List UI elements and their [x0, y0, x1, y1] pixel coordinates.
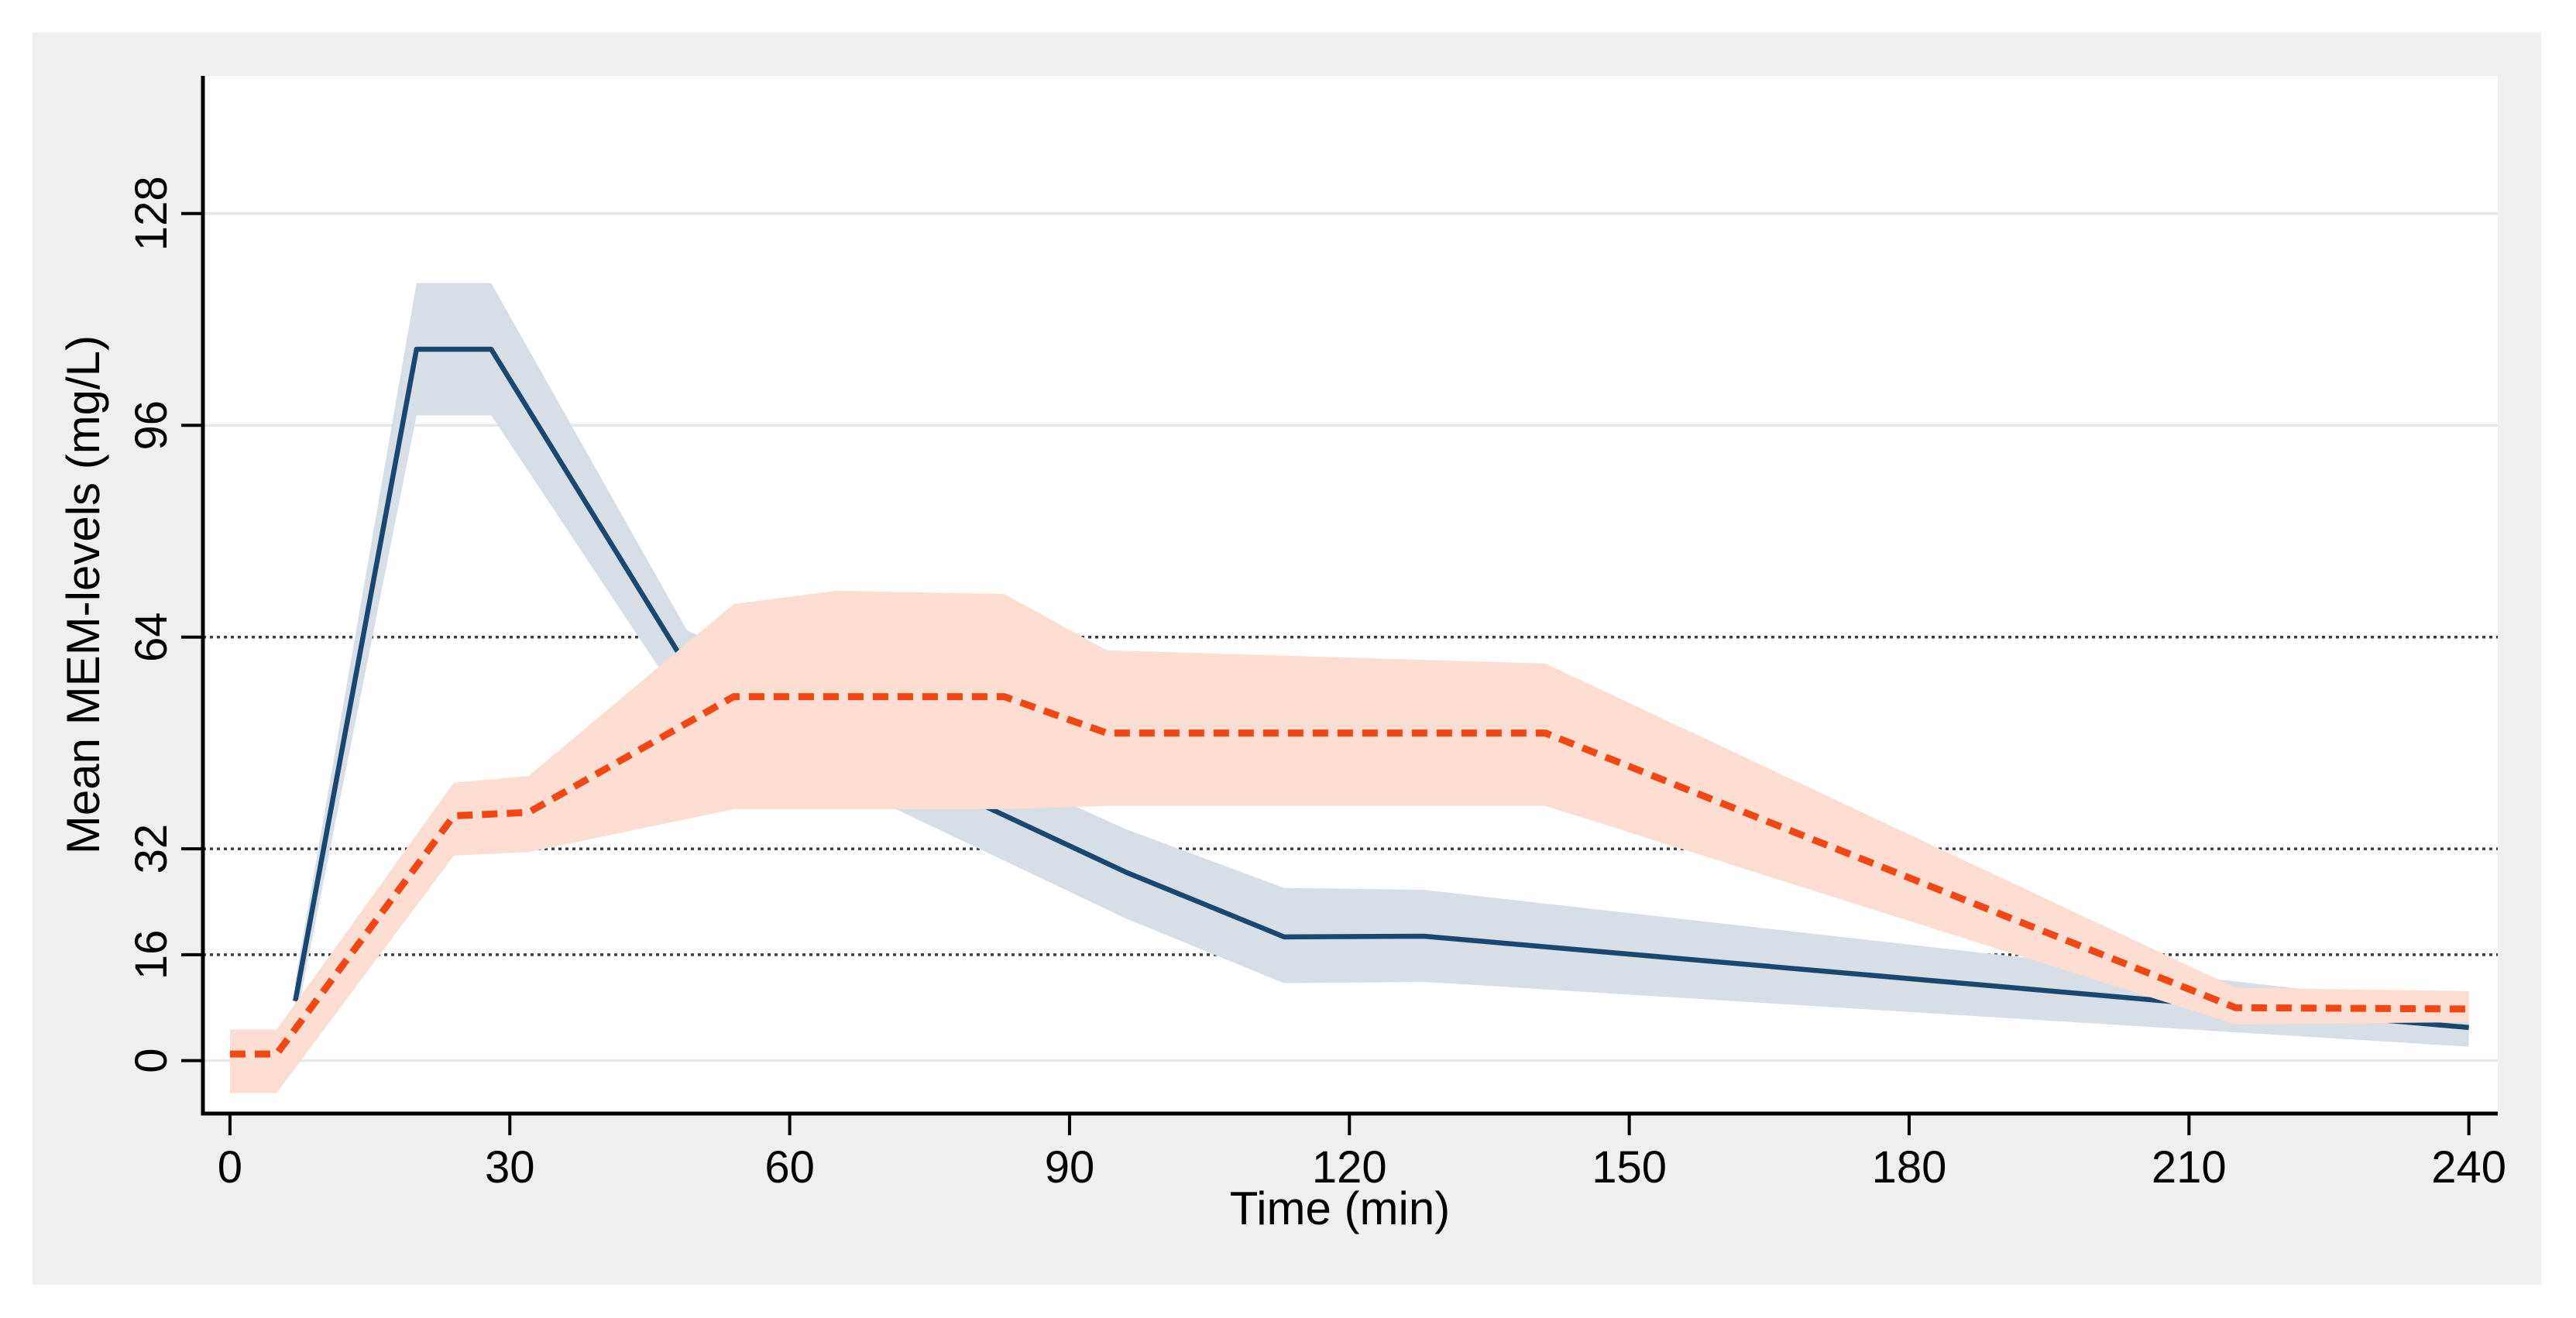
y-tick-label-0: 0	[126, 1048, 177, 1073]
x-tick-label-210: 210	[2152, 1142, 2227, 1193]
y-tick-label-64: 64	[126, 612, 177, 662]
x-tick-label-60: 60	[764, 1142, 815, 1193]
x-tick-label-90: 90	[1045, 1142, 1095, 1193]
x-tick-label-120: 120	[1312, 1142, 1387, 1193]
x-tick-label-30: 30	[485, 1142, 535, 1193]
orange-dashed-line-with-ci-ci-band	[229, 590, 2469, 1093]
y-tick-label-16: 16	[126, 930, 177, 980]
y-tick-label-128: 128	[126, 176, 177, 251]
x-tick-label-180: 180	[1872, 1142, 1947, 1193]
y-tick-label-96: 96	[126, 400, 177, 451]
x-tick-label-240: 240	[2431, 1142, 2506, 1193]
x-tick-label-0: 0	[218, 1142, 242, 1193]
y-axis-title: Mean MEM-levels (mg/L)	[57, 335, 109, 854]
axis-lines	[201, 76, 2498, 1116]
x-tick-label-150: 150	[1592, 1142, 1667, 1193]
y-tick-label-32: 32	[126, 824, 177, 874]
orange-dashed-line-with-ci	[229, 693, 2469, 1058]
x-axis-title: Time (min)	[1230, 1182, 1450, 1234]
